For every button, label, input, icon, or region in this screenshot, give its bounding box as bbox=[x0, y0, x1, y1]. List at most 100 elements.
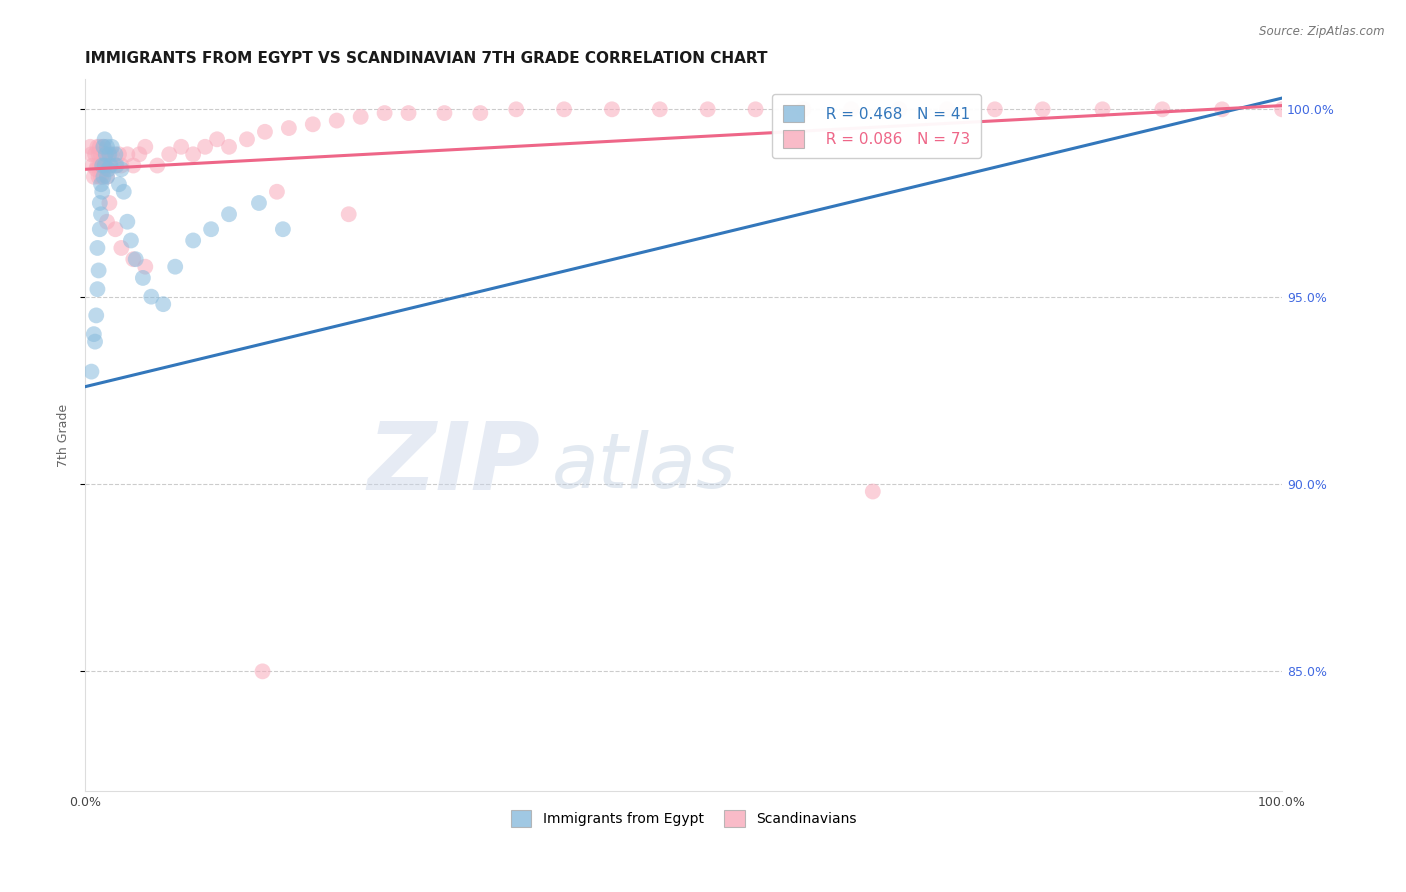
Point bbox=[83, 327, 105, 342]
Point bbox=[101, 140, 124, 154]
Point bbox=[105, 159, 128, 173]
Point bbox=[84, 334, 107, 349]
Point bbox=[104, 147, 127, 161]
Point bbox=[87, 147, 110, 161]
Point bbox=[301, 117, 323, 131]
Point bbox=[1091, 103, 1114, 117]
Point bbox=[862, 484, 884, 499]
Point bbox=[104, 222, 127, 236]
Point bbox=[87, 169, 110, 184]
Point bbox=[271, 222, 294, 236]
Point bbox=[117, 147, 139, 161]
Point bbox=[1211, 103, 1233, 117]
Point bbox=[86, 241, 108, 255]
Point bbox=[89, 196, 111, 211]
Text: ZIP: ZIP bbox=[367, 417, 540, 510]
Point bbox=[94, 147, 117, 161]
Point bbox=[96, 169, 118, 184]
Point bbox=[98, 147, 121, 161]
Point bbox=[792, 103, 814, 117]
Point bbox=[98, 159, 121, 173]
Point bbox=[350, 110, 373, 124]
Point bbox=[1032, 103, 1054, 117]
Point bbox=[152, 297, 174, 311]
Point bbox=[91, 159, 114, 173]
Point bbox=[146, 159, 169, 173]
Text: Source: ZipAtlas.com: Source: ZipAtlas.com bbox=[1260, 25, 1385, 38]
Point bbox=[696, 103, 718, 117]
Point bbox=[122, 252, 145, 267]
Point bbox=[134, 260, 156, 274]
Point bbox=[337, 207, 360, 221]
Point bbox=[100, 159, 122, 173]
Point bbox=[648, 103, 671, 117]
Point bbox=[89, 159, 111, 173]
Point bbox=[93, 159, 115, 173]
Point bbox=[96, 215, 118, 229]
Point bbox=[252, 665, 274, 679]
Point bbox=[374, 106, 396, 120]
Point bbox=[132, 271, 155, 285]
Point bbox=[553, 103, 575, 117]
Point bbox=[89, 222, 111, 236]
Point bbox=[398, 106, 420, 120]
Point bbox=[134, 140, 156, 154]
Point bbox=[110, 159, 132, 173]
Point bbox=[1152, 103, 1174, 117]
Point bbox=[165, 260, 187, 274]
Point bbox=[744, 103, 766, 117]
Point bbox=[108, 178, 131, 192]
Point bbox=[86, 140, 108, 154]
Point bbox=[86, 282, 108, 296]
Point bbox=[122, 159, 145, 173]
Point bbox=[170, 140, 193, 154]
Point bbox=[90, 169, 112, 184]
Point bbox=[936, 103, 959, 117]
Point bbox=[90, 207, 112, 221]
Point bbox=[96, 169, 118, 184]
Text: atlas: atlas bbox=[553, 430, 737, 504]
Point bbox=[97, 162, 120, 177]
Point bbox=[84, 309, 107, 323]
Point bbox=[94, 159, 117, 173]
Point bbox=[266, 185, 288, 199]
Point bbox=[141, 290, 163, 304]
Point bbox=[218, 207, 240, 221]
Point bbox=[218, 140, 240, 154]
Point bbox=[79, 140, 101, 154]
Point bbox=[93, 140, 115, 154]
Point bbox=[600, 103, 623, 117]
Point bbox=[205, 132, 228, 146]
Point bbox=[1271, 103, 1294, 117]
Point bbox=[96, 140, 118, 154]
Legend: Immigrants from Egypt, Scandinavians: Immigrants from Egypt, Scandinavians bbox=[503, 804, 863, 834]
Y-axis label: 7th Grade: 7th Grade bbox=[58, 404, 70, 467]
Point bbox=[84, 162, 107, 177]
Point bbox=[157, 147, 180, 161]
Point bbox=[108, 147, 131, 161]
Point bbox=[93, 162, 115, 177]
Point bbox=[80, 147, 103, 161]
Point bbox=[277, 121, 299, 136]
Point bbox=[839, 103, 862, 117]
Point bbox=[98, 196, 121, 211]
Point bbox=[93, 147, 115, 161]
Point bbox=[110, 162, 132, 177]
Point bbox=[93, 140, 115, 154]
Point bbox=[110, 241, 132, 255]
Point bbox=[112, 185, 135, 199]
Point bbox=[91, 159, 114, 173]
Point bbox=[87, 263, 110, 277]
Point bbox=[82, 159, 104, 173]
Point bbox=[104, 159, 127, 173]
Point bbox=[200, 222, 222, 236]
Point bbox=[247, 196, 270, 211]
Point bbox=[80, 365, 103, 379]
Point bbox=[181, 147, 204, 161]
Point bbox=[194, 140, 217, 154]
Point bbox=[433, 106, 456, 120]
Point bbox=[90, 147, 112, 161]
Point bbox=[505, 103, 527, 117]
Point bbox=[89, 140, 111, 154]
Point bbox=[120, 234, 142, 248]
